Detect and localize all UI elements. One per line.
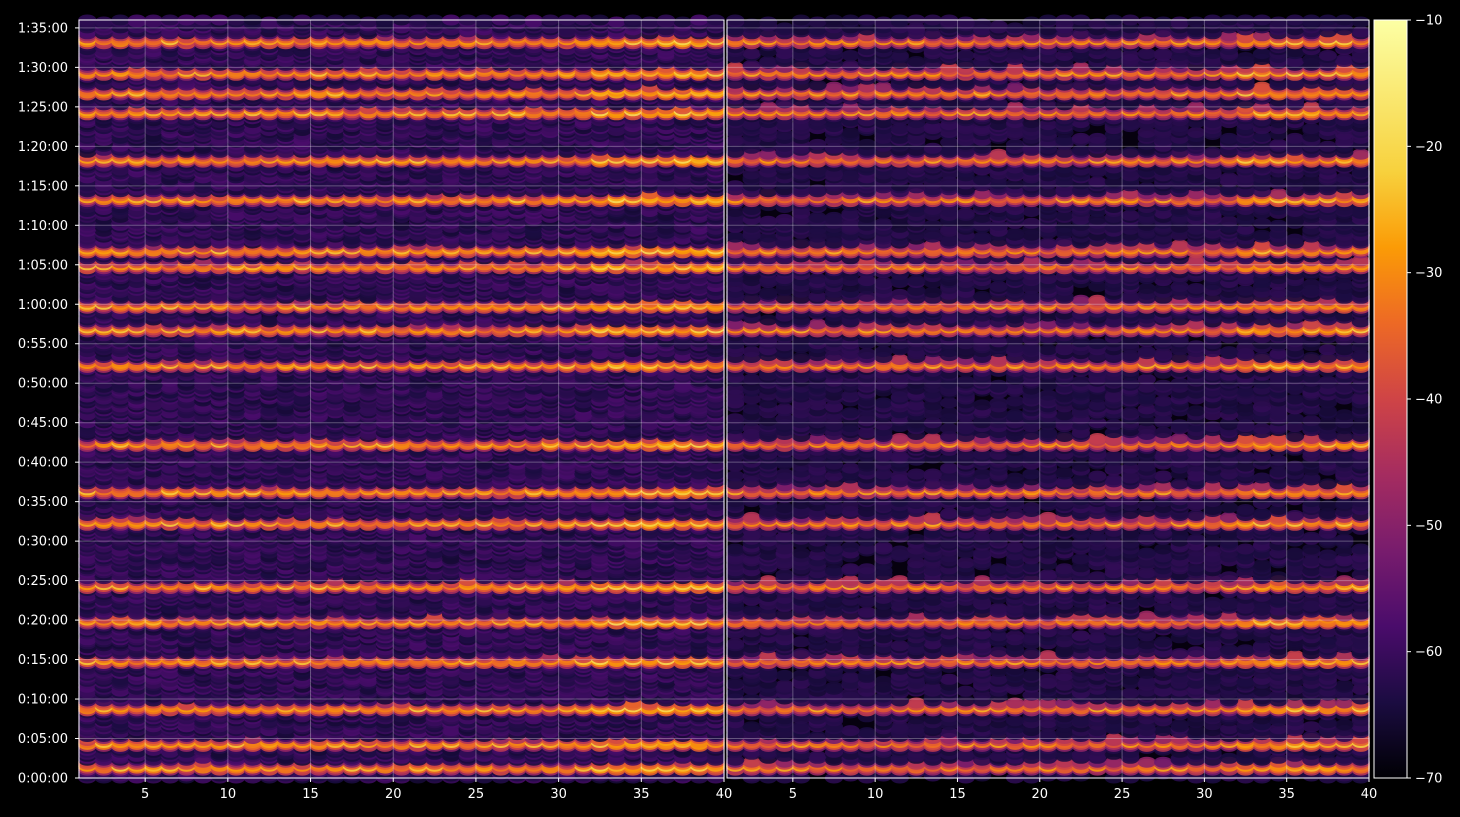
heatmap-panel-left <box>78 14 725 784</box>
